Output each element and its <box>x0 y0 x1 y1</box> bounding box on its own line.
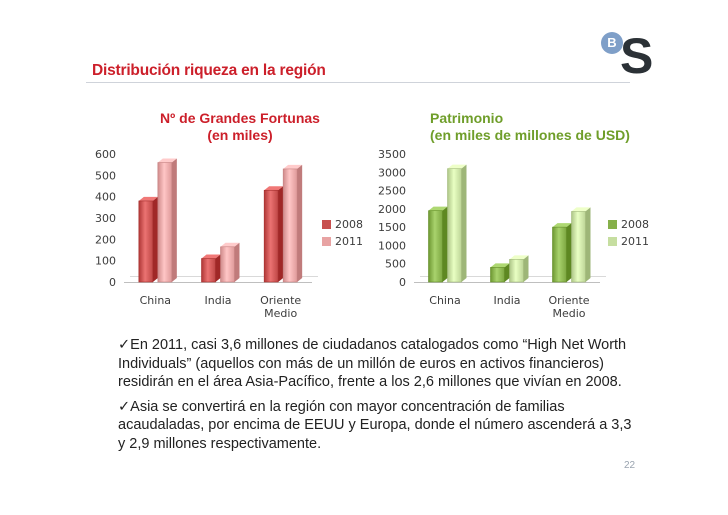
bar-side-2008-1 <box>504 263 510 282</box>
title-divider <box>86 82 630 83</box>
bullet-list: ✓En 2011, casi 3,6 millones de ciudadano… <box>118 336 638 459</box>
x-category-label: China <box>429 294 460 307</box>
legend-swatch-2011 <box>608 237 617 246</box>
x-category-label: Medio <box>264 307 297 320</box>
x-category-label: Oriente <box>548 294 589 307</box>
chart-left-title-line1: Nº de Grandes Fortunas <box>160 110 320 126</box>
y-tick-label: 200 <box>95 233 116 246</box>
bar-side-2008-2 <box>566 223 572 282</box>
legend-swatch-2011 <box>322 237 331 246</box>
bar-side-2011-0 <box>461 164 467 282</box>
page-number: 22 <box>624 460 636 471</box>
y-tick-label: 3500 <box>378 148 406 161</box>
bar-side-2011-1 <box>234 242 240 282</box>
y-tick-label: 500 <box>385 258 406 271</box>
bar-2011-1 <box>220 246 235 283</box>
x-category-label: India <box>205 294 232 307</box>
bullet-text: En 2011, casi 3,6 millones de ciudadanos… <box>118 337 627 390</box>
bar-2011-0 <box>157 162 173 283</box>
legend-label-2011: 2011 <box>621 235 649 248</box>
bar-2011-0 <box>447 168 462 283</box>
bar-2008-2 <box>552 226 567 283</box>
y-tick-label: 300 <box>95 212 116 225</box>
bar-side-2011-1 <box>523 255 529 282</box>
bar-2011-2 <box>571 211 586 283</box>
y-tick-label: 3000 <box>378 166 406 179</box>
y-tick-label: 0 <box>399 276 406 289</box>
bar-2008-2 <box>263 189 279 283</box>
bar-2008-1 <box>490 267 505 283</box>
y-tick-label: 500 <box>95 169 116 182</box>
chart-right-title-line2: (en miles de millones de USD) <box>430 127 630 143</box>
y-tick-label: 100 <box>95 255 116 268</box>
x-category-label: Oriente <box>260 294 301 307</box>
bar-side-2008-1 <box>215 254 221 282</box>
legend-label-2008: 2008 <box>621 218 649 231</box>
chart-left-title-line2: (en miles) <box>207 127 273 143</box>
bar-side-2008-2 <box>278 186 284 282</box>
chart-grandes-fortunas: 0 100 200 300 400 500 600 China India OrienteMedi… <box>95 148 363 320</box>
y-tick-label: 400 <box>95 191 116 204</box>
bar-side-2011-2 <box>297 164 303 282</box>
bar-top-2011-1 <box>509 255 529 260</box>
bar-top-2011-2 <box>283 164 303 169</box>
bar-2008-0 <box>428 210 443 283</box>
logo-main-letter: S <box>620 28 654 84</box>
bar-top-2008-1 <box>490 263 510 268</box>
bar-side-2011-2 <box>585 207 591 282</box>
bar-side-2008-0 <box>442 206 448 282</box>
chart-right-title: Patrimonio (en miles de millones de USD) <box>430 110 670 144</box>
bullet-item: ✓En 2011, casi 3,6 millones de ciudadano… <box>118 336 638 392</box>
legend-label-2011: 2011 <box>335 235 363 248</box>
bar-2008-0 <box>138 200 154 283</box>
x-category-label: India <box>494 294 521 307</box>
bar-top-2008-2 <box>552 223 572 228</box>
chart-patrimonio: 0 500 1000 1500 2000 2500 3000 3500 China India Or… <box>378 148 649 320</box>
bar-top-2011-0 <box>157 158 177 163</box>
x-category-label: Medio <box>552 307 585 320</box>
y-tick-label: 1500 <box>378 221 406 234</box>
legend-label-2008: 2008 <box>335 218 363 231</box>
bar-2011-2 <box>282 168 298 283</box>
bullet-item: ✓Asia se convertirá en la región con may… <box>118 398 638 454</box>
legend-swatch-2008 <box>322 220 331 229</box>
bar-top-2011-0 <box>447 164 467 169</box>
bullet-text: Asia se convertirá en la región con mayo… <box>118 398 632 452</box>
y-tick-label: 2500 <box>378 185 406 198</box>
y-tick-label: 600 <box>95 148 116 161</box>
logo-circle-letter: B <box>601 32 623 54</box>
checkmark-icon: ✓ <box>118 337 131 353</box>
chart-right-title-line1: Patrimonio <box>430 110 504 126</box>
bar-2011-1 <box>509 259 524 283</box>
bar-top-2008-0 <box>138 196 158 201</box>
bar-top-2008-2 <box>264 186 284 191</box>
y-tick-label: 0 <box>109 276 116 289</box>
bar-top-2011-2 <box>571 207 591 212</box>
legend-swatch-2008 <box>608 220 617 229</box>
checkmark-icon: ✓ <box>118 398 131 415</box>
bar-side-2011-0 <box>171 158 177 282</box>
bar-top-2008-1 <box>201 254 221 259</box>
y-tick-label: 1000 <box>378 239 406 252</box>
bar-2008-1 <box>201 258 216 283</box>
y-tick-label: 2000 <box>378 203 406 216</box>
slide-title: Distribución riqueza en la región <box>92 62 326 79</box>
x-category-label: China <box>140 294 171 307</box>
chart-left-title: Nº de Grandes Fortunas (en miles) <box>120 110 360 144</box>
bar-top-2008-0 <box>428 206 448 211</box>
bank-logo: B S <box>596 28 662 82</box>
bar-side-2008-0 <box>152 196 158 282</box>
bar-top-2011-1 <box>220 242 240 247</box>
